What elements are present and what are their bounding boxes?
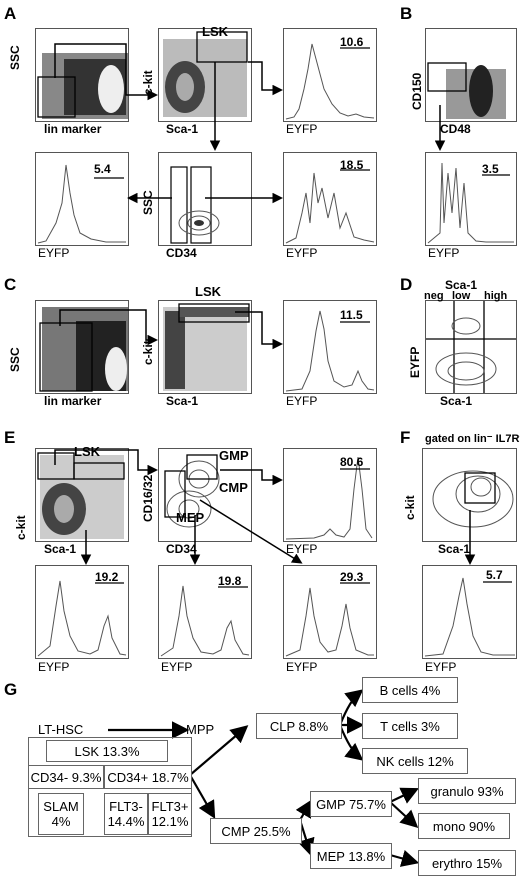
g-flt3pos-line2: 12.1%: [151, 814, 189, 829]
b-axis-cd48: CD48: [440, 122, 471, 136]
panel-label-d: D: [400, 275, 413, 294]
c-gate-lsk: LSK: [195, 284, 221, 299]
g-mpp: MPP: [186, 722, 215, 737]
f-axis-eyfp: EYFP: [425, 660, 457, 674]
a-value-lsk: 10.6: [340, 35, 364, 49]
a-value-lin: 5.4: [94, 162, 111, 176]
e-dotplot-lsk: [35, 448, 129, 542]
a-dotplot-lsk: [158, 28, 252, 122]
a-gate-lsk: LSK: [202, 24, 228, 39]
c-dotplot-lsk: [158, 300, 252, 394]
panel-label-b: B: [400, 4, 413, 23]
a-axis-eyfp-1: EYFP: [286, 122, 318, 136]
panel-label-e: E: [4, 428, 16, 447]
e-gate-mep: MEP: [176, 510, 205, 525]
c-axis-lin: lin marker: [44, 394, 102, 408]
e-axis-sca1: Sca-1: [44, 542, 77, 556]
g-flt3neg-line2: 14.4%: [107, 814, 145, 829]
a-axis-cd34: CD34: [166, 246, 197, 260]
a-histogram-cd34: [283, 152, 377, 246]
a-axis-eyfp-3: EYFP: [286, 246, 318, 260]
b-axis-eyfp: EYFP: [428, 246, 460, 260]
f-gate-text: gated on lin⁻ IL7R⁺: [425, 433, 520, 445]
panel-label-g: G: [4, 680, 18, 699]
a-value-cd34: 18.5: [340, 158, 364, 172]
a-contour-cd34: [158, 152, 252, 246]
a-axis-sca1: Sca-1: [166, 122, 199, 136]
g-clp-box: CLP 8.8%: [256, 713, 342, 739]
g-slam-box: SLAM 4%: [38, 793, 84, 835]
g-flt3pos-box: FLT3+ 12.1%: [148, 793, 192, 835]
e-value-lsk: 80.6: [340, 455, 364, 469]
c-value-lsk: 11.5: [340, 308, 363, 322]
f-value: 5.7: [486, 568, 503, 582]
g-flt3neg-line1: FLT3-: [109, 799, 143, 814]
e-axis-eyfp-2: EYFP: [38, 660, 70, 674]
b-histogram-slam: [425, 152, 517, 246]
e-gate-gmp: GMP: [219, 448, 249, 463]
d-high: high: [484, 290, 508, 302]
e-gate-cmp: CMP: [219, 480, 248, 495]
c-axis-sca1: Sca-1: [166, 394, 199, 408]
d-low: low: [452, 290, 471, 302]
c-axis-eyfp: EYFP: [286, 394, 318, 408]
e-gate-lsk: LSK: [74, 444, 100, 459]
d-neg: neg: [424, 290, 444, 302]
g-lt-hsc: LT-HSC: [38, 722, 84, 737]
e-axis-cd34: CD34: [166, 542, 197, 556]
g-mep-box: MEP 13.8%: [310, 843, 392, 869]
f-axis-sca1: Sca-1: [438, 542, 471, 556]
panel-label-a: A: [4, 4, 17, 23]
g-cmp-box: CMP 25.5%: [210, 818, 302, 844]
g-flt3pos-line1: FLT3+: [151, 799, 189, 814]
g-cd34neg-box: CD34- 9.3%: [28, 765, 104, 789]
e-value-1: 19.2: [95, 570, 119, 584]
e-axis-eyfp-4: EYFP: [286, 660, 318, 674]
panel-label-f: F: [400, 428, 411, 447]
panel-label-c: C: [4, 275, 17, 294]
e-histogram-1: [35, 565, 129, 659]
a-histogram-lsk: [283, 28, 377, 122]
g-mono-box: mono 90%: [418, 813, 510, 839]
g-slam-line2: 4%: [51, 814, 71, 829]
d-contour: [425, 300, 517, 394]
c-histogram-lsk: [283, 300, 377, 394]
e-axis-eyfp-3: EYFP: [161, 660, 193, 674]
g-lsk-box: LSK 13.3%: [46, 740, 168, 762]
g-slam-line1: SLAM: [43, 799, 79, 814]
e-histogram-2: [158, 565, 252, 659]
c-dotplot-lin: [35, 300, 129, 394]
d-axis-sca1: Sca-1: [440, 394, 473, 408]
g-granulo-box: granulo 93%: [418, 778, 516, 804]
e-value-3: 29.3: [340, 570, 364, 584]
g-bcells-box: B cells 4%: [362, 677, 458, 703]
e-histogram-3: [283, 565, 377, 659]
g-erythro-box: erythro 15%: [418, 850, 516, 876]
e-contour-progenitors: [158, 448, 252, 542]
a-axis-eyfp-2: EYFP: [38, 246, 70, 260]
b-value-slam: 3.5: [482, 162, 499, 176]
d-title: Sca-1: [445, 278, 478, 292]
a-histogram-lin: [35, 152, 129, 246]
g-cd34pos-box: CD34+ 18.7%: [104, 765, 192, 789]
f-histogram: [422, 565, 517, 659]
g-flt3neg-box: FLT3- 14.4%: [104, 793, 148, 835]
g-tcells-box: T cells 3%: [362, 713, 458, 739]
g-gmp-box: GMP 75.7%: [310, 791, 392, 817]
e-value-2: 19.8: [218, 574, 242, 588]
a-axis-lin: lin marker: [44, 122, 102, 136]
e-axis-eyfp-1: EYFP: [286, 542, 318, 556]
g-nkcells-box: NK cells 12%: [362, 748, 468, 774]
e-histogram-lsk: [283, 448, 377, 542]
